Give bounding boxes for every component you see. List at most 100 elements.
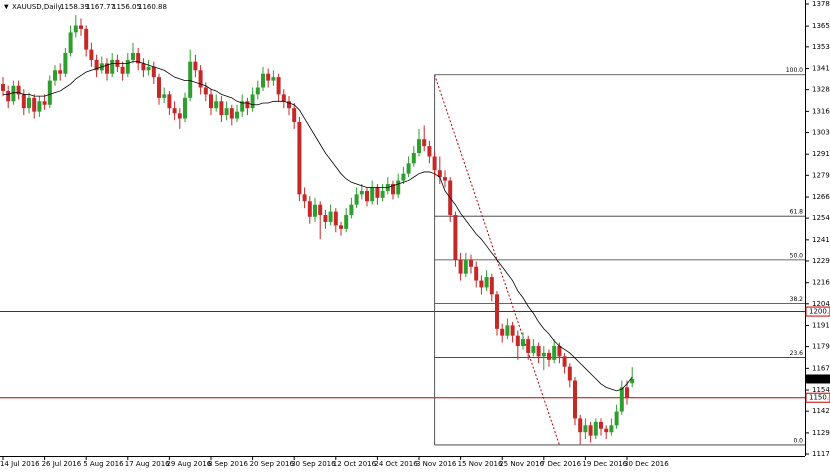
y-tick-label: 1341.00	[812, 65, 830, 73]
candle-body	[567, 366, 572, 381]
y-tick-label: 1179.65	[812, 343, 830, 351]
candle-body	[417, 139, 421, 153]
y-tick-label: 1353.60	[812, 43, 830, 51]
x-tick-label: 29 Aug 2016	[166, 460, 211, 468]
candle-body	[203, 87, 208, 95]
candle-body	[619, 387, 624, 412]
x-tick-label: 26 Jul 2016	[42, 460, 82, 468]
candle-body	[120, 66, 125, 74]
x-tick-label: 19 Dec 2016	[582, 460, 627, 468]
candle-body	[333, 211, 338, 226]
candle-body	[110, 59, 115, 74]
price-label-box	[805, 392, 830, 403]
candle-body	[313, 204, 317, 217]
candle-body	[365, 190, 369, 202]
current-price-box	[806, 374, 830, 384]
candle-body	[526, 339, 531, 353]
candle-body	[42, 101, 47, 105]
y-tick-label: 1129.60	[812, 429, 830, 437]
candle-body	[541, 352, 546, 357]
fib-level-label: 100.0	[786, 67, 803, 74]
candle-body	[599, 421, 603, 429]
candle-body	[614, 411, 619, 426]
candle-body	[463, 259, 468, 274]
candle-body	[427, 146, 432, 157]
price-label: 1150.00	[809, 394, 830, 402]
y-tick-label: 1191.90	[812, 322, 830, 330]
current-price: 1160.88	[809, 375, 830, 383]
fib-level-label: 61.8	[790, 209, 804, 216]
candle-body	[583, 425, 588, 433]
x-tick-label: 5 Aug 2016	[83, 460, 124, 468]
candle-body	[266, 73, 271, 81]
price-label-box	[805, 306, 830, 317]
header-low: 1156.05	[112, 3, 141, 11]
header-high: 1167.77	[86, 3, 115, 11]
candle-body	[474, 266, 479, 281]
y-tick-label: 1204.50	[812, 300, 830, 308]
candle-body	[167, 94, 172, 109]
candle-body	[157, 77, 161, 98]
candle-body	[562, 356, 567, 367]
candle-body	[437, 170, 442, 178]
y-tick-label: 1328.75	[812, 86, 830, 94]
fib-trendline	[434, 74, 560, 446]
candle-body	[292, 108, 297, 122]
candle-body	[183, 97, 187, 119]
x-tick-label: 7 Dec 2016	[541, 460, 582, 468]
candle-body	[453, 215, 458, 260]
candle-body	[458, 259, 463, 274]
candle-body	[515, 335, 520, 347]
price-label: 1200.00	[809, 308, 830, 316]
candle-body	[79, 25, 83, 29]
candle-body	[339, 225, 343, 229]
y-tick-label: 1279.05	[812, 171, 830, 179]
candle-body	[125, 59, 130, 74]
candle-body	[307, 201, 312, 217]
y-tick-label: 1303.90	[812, 128, 830, 136]
y-tick-label: 1216.75	[812, 279, 830, 287]
candle-body	[172, 108, 177, 114]
candle-body	[255, 87, 260, 95]
candle-body	[131, 53, 135, 60]
candle-body	[162, 94, 167, 98]
candle-body	[141, 63, 146, 71]
y-tick-label: 1241.60	[812, 236, 830, 244]
x-tick-label: 12 Oct 2016	[333, 460, 377, 468]
candle-body	[344, 215, 349, 229]
candle-body	[146, 66, 151, 71]
fib-level-label: 50.0	[790, 252, 804, 259]
candle-body	[318, 204, 323, 216]
candle-body	[391, 184, 395, 195]
candle-body	[302, 194, 307, 202]
x-tick-label: 17 Aug 2016	[125, 460, 170, 468]
moving-average	[3, 61, 633, 392]
candle-body	[188, 61, 193, 98]
x-tick-label: 14 Jul 2016	[0, 460, 40, 468]
candle-body	[375, 187, 380, 198]
candle-body	[484, 277, 489, 288]
candle-body	[214, 101, 219, 109]
candle-body	[354, 194, 359, 205]
candle-body	[229, 108, 234, 119]
candle-body	[552, 346, 557, 360]
candle-body	[432, 156, 437, 171]
candle-body	[510, 325, 515, 336]
candle-body	[32, 97, 37, 112]
candle-body	[531, 346, 536, 353]
candle-body	[235, 111, 239, 119]
candle-body	[401, 173, 406, 181]
candle-body	[47, 80, 52, 105]
x-tick-label: 20 Sep 2016	[250, 460, 295, 468]
y-tick-label: 1378.45	[812, 0, 830, 8]
header-close: 1160.88	[138, 3, 167, 11]
fib-level-label: 38.2	[790, 296, 804, 303]
y-tick-label: 1154.45	[812, 386, 830, 394]
candle-body	[151, 66, 156, 78]
x-tick-label: 15 Nov 2016	[458, 460, 503, 468]
candle-body	[27, 97, 31, 109]
x-tick-label: 25 Nov 2016	[499, 460, 544, 468]
candle-body	[479, 280, 484, 288]
